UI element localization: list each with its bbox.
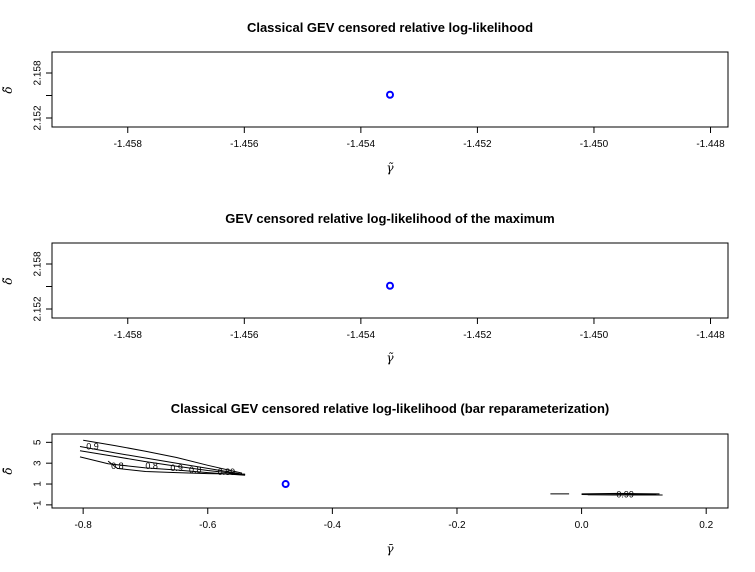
y-tick-label: 1 xyxy=(33,481,44,487)
x-axis: -1.458 -1.456 -1.454 -1.452 -1.450 -1.448 xyxy=(114,127,725,150)
contour-label: 0.9 xyxy=(86,441,99,451)
panel-maximum: GEV censored relative log-likelihood of … xyxy=(1,211,729,365)
data-marks xyxy=(386,281,394,290)
x-tick-label: -1.452 xyxy=(463,139,492,150)
panel-classical: Classical GEV censored relative log-like… xyxy=(1,20,729,175)
x-tick-label: -0.2 xyxy=(448,520,466,531)
contour-line xyxy=(581,492,660,495)
x-tick-label: -1.456 xyxy=(230,139,259,150)
x-tick-label: 0.0 xyxy=(575,520,589,531)
x-tick-label: -1.458 xyxy=(114,330,143,341)
y-tick-label: 2.152 xyxy=(33,296,44,321)
x-tick-label: -1.448 xyxy=(696,139,725,150)
x-tick-label: -0.6 xyxy=(199,520,217,531)
y-tick-label: -1 xyxy=(33,500,44,509)
contour-line xyxy=(79,450,246,476)
data-point xyxy=(386,90,394,99)
x-axis: -1.458 -1.456 -1.454 -1.452 -1.450 -1.448 xyxy=(114,318,725,341)
data-marks xyxy=(281,480,290,489)
contour-label: 0.8 xyxy=(145,461,158,471)
panel-bar-reparameterization: Classical GEV censored relative log-like… xyxy=(1,401,729,556)
x-tick-label: -1.450 xyxy=(580,330,609,341)
contour-label: 0.99 xyxy=(616,489,634,499)
y-tick-label: 5 xyxy=(33,439,44,445)
x-tick-label: -0.8 xyxy=(75,520,93,531)
x-tick-label: -1.454 xyxy=(347,330,376,341)
y-tick-label: 2.152 xyxy=(33,105,44,130)
plot-frame xyxy=(51,433,729,509)
x-tick-label: -1.458 xyxy=(114,139,143,150)
x-axis-label: γ̃ xyxy=(386,351,394,365)
y-axis-label: δ̃ xyxy=(1,277,15,284)
x-tick-label: -0.4 xyxy=(324,520,342,531)
x-tick-label: -1.452 xyxy=(463,330,492,341)
contour-label: 0.8 xyxy=(189,465,202,475)
contour-lines: 0.9 0.8 0.8 0.9 0.8 0.89 0.99 xyxy=(79,439,663,499)
y-axis: 2.152 2.158 xyxy=(33,60,52,131)
y-tick-label: 3 xyxy=(33,460,44,466)
data-marks xyxy=(386,90,394,99)
y-tick-label: 2.158 xyxy=(33,251,44,276)
x-axis-label: γ̄ xyxy=(386,542,394,556)
contour-label: 0.89 xyxy=(218,467,236,477)
data-point xyxy=(386,281,394,290)
plot-frame xyxy=(51,51,729,128)
x-axis-label: γ̃ xyxy=(386,161,394,175)
contour-line xyxy=(79,446,243,475)
contour-line xyxy=(79,456,246,476)
chart-title: Classical GEV censored relative log-like… xyxy=(247,20,533,35)
chart-title: Classical GEV censored relative log-like… xyxy=(171,401,610,416)
y-axis: 2.152 2.158 xyxy=(33,251,52,322)
x-tick-label: -1.456 xyxy=(230,330,259,341)
y-axis: -1 1 3 5 xyxy=(33,439,52,509)
plot-frame xyxy=(51,242,729,319)
chart-title: GEV censored relative log-likelihood of … xyxy=(225,211,554,226)
contour-label: 0.9 xyxy=(170,463,183,473)
x-tick-label: 0.2 xyxy=(699,520,713,531)
contour-label: 0.8 xyxy=(111,461,124,471)
data-point xyxy=(281,480,290,489)
x-tick-label: -1.448 xyxy=(696,330,725,341)
y-axis-label: δ̄ xyxy=(1,467,15,474)
contour-line xyxy=(83,439,243,474)
x-axis: -0.8 -0.6 -0.4 -0.2 0.0 0.2 xyxy=(75,508,714,531)
x-tick-label: -1.454 xyxy=(347,139,376,150)
contour-line xyxy=(107,460,246,475)
y-tick-label: 2.158 xyxy=(33,60,44,85)
x-tick-label: -1.450 xyxy=(580,139,609,150)
y-axis-label: δ̃ xyxy=(1,86,15,93)
